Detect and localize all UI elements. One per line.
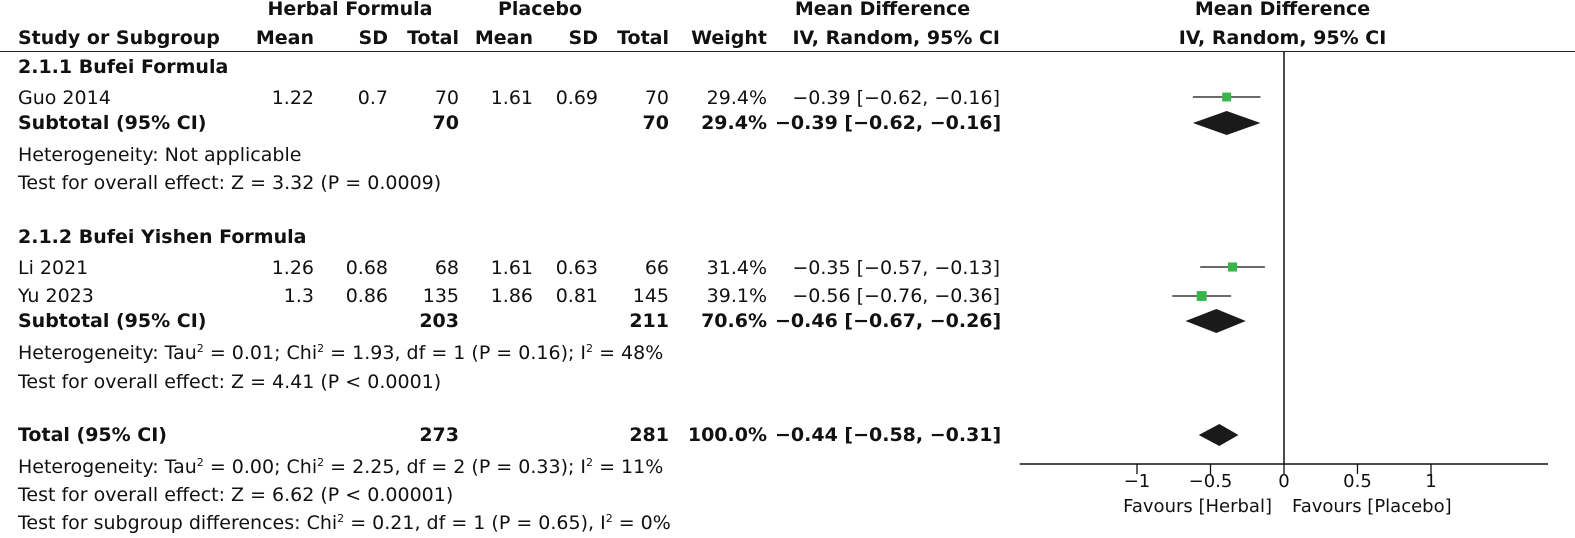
n2-value: 66 [644,257,669,279]
plot-title: Mean Difference [1194,0,1371,20]
study-marker [1222,92,1232,102]
weight-header: Weight [691,27,767,49]
subtotal-n1: 70 [432,112,459,134]
study-marker [1227,262,1238,272]
subtotal-n1: 203 [419,310,459,332]
sd2-header: SD [568,27,598,49]
weight-value: 39.1% [706,285,767,307]
heterogeneity-text: Heterogeneity: Tau2 = 0.01; Chi2 = 1.93,… [18,342,664,364]
group2-header: Placebo [497,0,583,20]
total-n2: 281 [629,424,669,446]
subtotal-n2: 211 [629,310,669,332]
sd1-value: 0.86 [345,285,388,307]
total-weight: 100.0% [687,424,767,446]
x-tick-label: 0 [1278,471,1289,492]
total-label: Total (95% CI) [18,424,167,446]
n2-value: 70 [644,87,669,109]
favours-right-label: Favours [Placebo] [1292,496,1452,517]
n2-value: 145 [632,285,669,307]
mean1-value: 1.22 [271,87,314,109]
n1-value: 70 [434,87,459,109]
x-tick-label: 1 [1425,471,1436,492]
subtotal-label: Subtotal (95% CI) [18,310,207,332]
subgroup-title: 2.1.1 Bufei Formula [18,56,229,78]
n1-value: 68 [434,257,459,279]
subtotal-n2: 70 [642,112,669,134]
mean1-value: 1.26 [271,257,314,279]
subtotal-ci: −0.46 [−0.67, −0.26] [775,310,1002,332]
study-name: Li 2021 [18,257,89,279]
effect-title: Mean Difference [794,0,971,20]
study-name: Guo 2014 [18,87,111,109]
sd2-value: 0.69 [555,87,598,109]
subtotal-ci: −0.39 [−0.62, −0.16] [775,112,1002,134]
total1-header: Total [407,27,459,49]
study-marker [1196,291,1207,301]
subtotal-weight: 70.6% [701,310,767,332]
effect-method-header: IV, Random, 95% CI [792,27,1000,49]
sd2-value: 0.81 [555,285,598,307]
subtotal-weight: 29.4% [701,112,767,134]
pooled-diamond [1198,424,1239,446]
header-rule [0,51,1575,52]
overall-effect-text: Test for overall effect: Z = 4.41 (P < 0… [18,371,442,393]
weight-value: 31.4% [706,257,767,279]
total2-header: Total [617,27,669,49]
mean1-value: 1.3 [283,285,314,307]
overall-effect-text: Test for overall effect: Z = 3.32 (P = 0… [18,172,442,194]
sd1-value: 0.68 [345,257,388,279]
study-name: Yu 2023 [18,285,94,307]
total-ci: −0.44 [−0.58, −0.31] [775,424,1002,446]
sd1-value: 0.7 [357,87,388,109]
x-tick-label: −0.5 [1189,471,1233,492]
x-tick-label: −1 [1124,471,1151,492]
mean2-value: 1.61 [490,87,533,109]
total-heterogeneity-text: Heterogeneity: Tau2 = 0.00; Chi2 = 2.25,… [18,456,664,478]
subgroup-title: 2.1.2 Bufei Yishen Formula [18,226,307,248]
heterogeneity-text: Heterogeneity: Not applicable [18,144,302,166]
pooled-diamond [1192,111,1261,135]
sd1-header: SD [358,27,388,49]
weight-value: 29.4% [706,87,767,109]
study-column-header: Study or Subgroup [18,27,220,49]
favours-left-label: Favours [Herbal] [1123,496,1272,517]
x-tick-label: 0.5 [1343,471,1372,492]
plot-method-header: IV, Random, 95% CI [1178,27,1387,49]
pooled-diamond [1185,309,1246,333]
subgroup-differences-text: Test for subgroup differences: Chi2 = 0.… [18,512,671,534]
total-overall-effect-text: Test for overall effect: Z = 6.62 (P < 0… [18,484,454,506]
sd2-value: 0.63 [555,257,598,279]
mean2-value: 1.86 [490,285,533,307]
mean2-header: Mean [474,27,533,49]
ci-value: −0.35 [−0.57, −0.13] [792,257,1000,279]
ci-value: −0.39 [−0.62, −0.16] [792,87,1000,109]
total-n1: 273 [419,424,459,446]
subtotal-label: Subtotal (95% CI) [18,112,207,134]
mean2-value: 1.61 [490,257,533,279]
mean1-header: Mean [255,27,314,49]
ci-value: −0.56 [−0.76, −0.36] [792,285,1000,307]
group1-header: Herbal Formula [267,0,433,20]
n1-value: 135 [422,285,459,307]
